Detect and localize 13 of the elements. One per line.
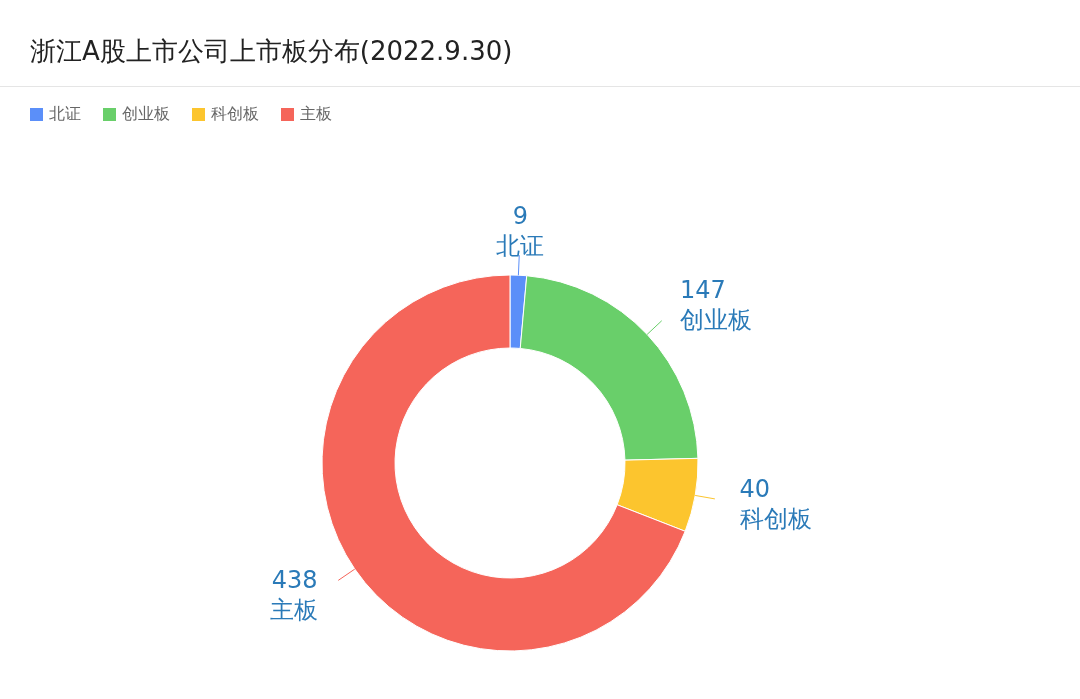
legend-label: 北证	[49, 104, 81, 125]
data-label: 147	[679, 275, 726, 304]
data-label: 438	[271, 566, 318, 595]
slice-label: 科创板	[739, 505, 812, 534]
slice-label: 创业板	[679, 305, 752, 334]
data-label: 40	[739, 475, 771, 504]
legend-label: 主板	[300, 104, 332, 125]
slice-label: 北证	[496, 232, 545, 261]
chart-title: 浙江A股上市公司上市板分布(2022.9.30)	[30, 35, 513, 68]
data-label: 9	[512, 202, 529, 231]
slice-label: 主板	[269, 596, 318, 625]
legend-label: 科创板	[211, 104, 259, 125]
legend-label: 创业板	[122, 104, 170, 125]
